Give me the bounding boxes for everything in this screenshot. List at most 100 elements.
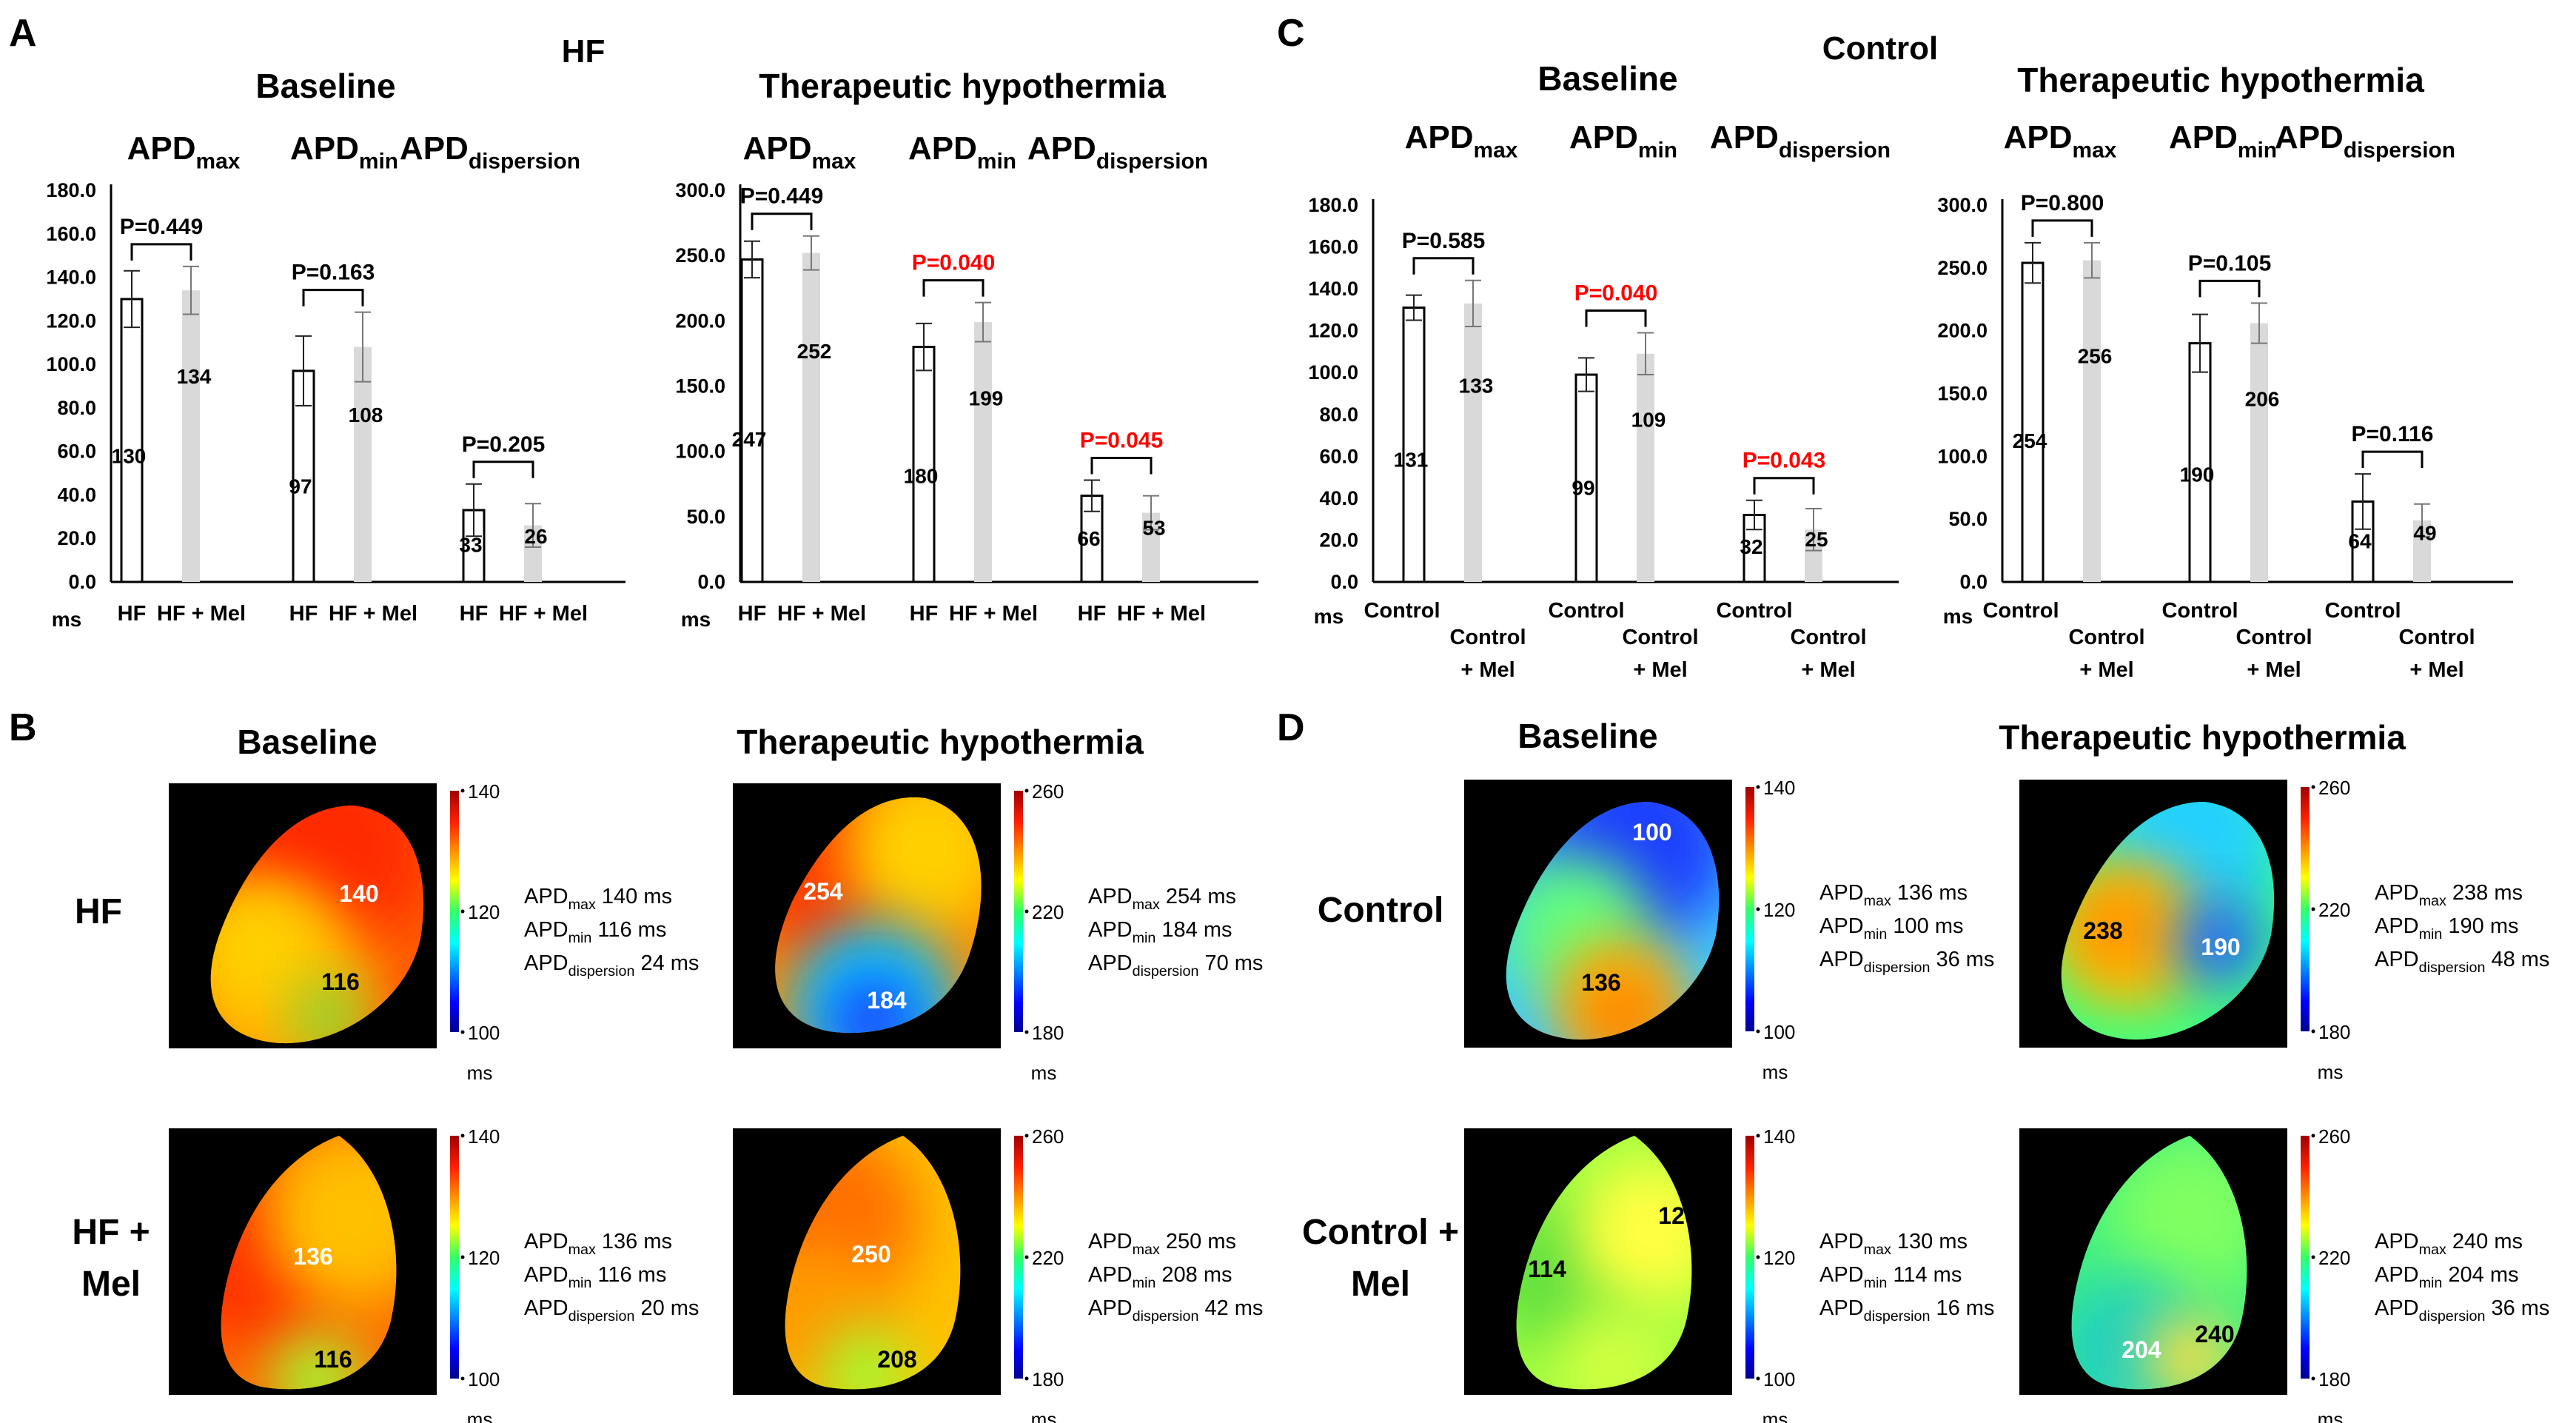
colorbar-tick-label: 260: [1032, 1125, 1064, 1148]
y-tick-label: 40.0: [1319, 487, 1358, 509]
colorbar-unit: ms: [467, 1062, 493, 1084]
map-spot-value: 120: [1658, 1202, 1697, 1229]
x-category-label: HF: [738, 602, 767, 626]
y-tick-label: 50.0: [1948, 508, 1988, 530]
bar-value-label: 130: [112, 445, 147, 468]
bar-value-label: 254: [2013, 429, 2047, 452]
bar-value-label: 33: [459, 533, 482, 556]
metric-subscript: min: [568, 1275, 592, 1291]
y-tick-label: 0.0: [1330, 571, 1358, 593]
map-spot-value: 208: [877, 1346, 916, 1373]
colorbar: [1745, 787, 1754, 1031]
metric-heading-min: APDmin: [908, 130, 1016, 173]
colorbar-tick-label: 180: [1032, 1022, 1064, 1044]
metric-subscript: dispersion: [1096, 149, 1208, 173]
metric-subscript: min: [1864, 926, 1888, 942]
map-stat-value: 48 ms: [2491, 948, 2549, 971]
map-stat-value: 250 ms: [1166, 1230, 1236, 1253]
metric-subscript: min: [977, 149, 1016, 173]
heart-region: [822, 1328, 910, 1390]
metric-base: APD: [2275, 119, 2344, 155]
bar-max-mel: [182, 290, 200, 582]
metric-heading-dispersion: APDdispersion: [1710, 119, 1891, 162]
colorbar: [1014, 791, 1023, 1032]
bar-value-label: 64: [2348, 529, 2372, 552]
colorbar-tick-label: 100: [1763, 1021, 1795, 1043]
map-spot-value: 100: [1632, 819, 1671, 846]
colorbar-tick-label: 120: [468, 901, 500, 923]
bar-max-untreated: [1402, 307, 1426, 583]
map-stat-min: APDmin 184 ms: [1088, 918, 1232, 946]
metric-subscript: max: [1133, 1242, 1160, 1258]
y-tick-label: 40.0: [57, 483, 96, 506]
map-spot-value: 184: [867, 987, 907, 1014]
heart-region: [265, 1136, 397, 1306]
map-stat-value: 136 ms: [602, 1230, 672, 1253]
y-axis-unit: ms: [1943, 605, 1973, 628]
map-stat-max: APDmax 250 ms: [1088, 1230, 1236, 1258]
chart-title: Therapeutic hypothermia: [2017, 61, 2424, 99]
colorbar-tick: [1756, 1029, 1760, 1034]
y-tick-label: 50.0: [686, 506, 725, 528]
p-value-label: P=0.045: [1080, 428, 1164, 452]
metric-subscript: dispersion: [2344, 138, 2455, 162]
bar-dispersion-untreated: [462, 509, 486, 583]
metric-base: APD: [524, 951, 568, 975]
map-stat-min: APDmin 208 ms: [1088, 1263, 1232, 1291]
x-category-label: Control + Mel: [1449, 626, 1526, 682]
map-row-label: Control + Mel: [1302, 1213, 1459, 1304]
bar-max-untreated: [740, 258, 764, 583]
metric-base: APD: [524, 918, 568, 942]
colorbar-tick: [2311, 1255, 2315, 1259]
bar-value-label: 206: [2245, 387, 2280, 410]
chart-title: Therapeutic hypothermia: [759, 67, 1166, 105]
colorbar-tick: [1756, 785, 1760, 789]
map-stat-max: APDmax 238 ms: [2375, 881, 2523, 909]
x-category-label: HF: [460, 602, 489, 626]
metric-base: APD: [1819, 1263, 1864, 1287]
bar-value-label: 108: [349, 404, 383, 426]
colorbar: [2301, 787, 2310, 1031]
metric-subscript: dispersion: [1779, 138, 1891, 162]
x-category-label: Control + Mel: [1790, 626, 1866, 682]
y-tick-label: 150.0: [1937, 383, 1988, 405]
map-spot-value: 238: [2083, 917, 2122, 944]
metric-subscript: max: [196, 149, 241, 173]
y-axis-unit: ms: [1314, 605, 1344, 628]
x-category-label: Control + Mel: [1622, 626, 1698, 682]
map-stat-min: APDmin 114 ms: [1819, 1263, 1962, 1291]
colorbar-tick: [2311, 1134, 2315, 1138]
significance-bracket: [1090, 456, 1153, 475]
colorbar-unit: ms: [467, 1408, 493, 1423]
significance-bracket: [472, 461, 534, 478]
y-tick-label: 180.0: [1308, 194, 1358, 216]
metric-subscript: dispersion: [1133, 1308, 1199, 1325]
colorbar-tick: [460, 909, 465, 914]
metric-subscript: max: [1474, 138, 1518, 162]
bar-value-label: 66: [1077, 527, 1100, 550]
bar-value-label: 252: [797, 340, 832, 363]
map-stat-value: 136 ms: [1897, 881, 1968, 905]
colorbar-tick: [1024, 1030, 1029, 1034]
map-spot-value: 136: [1581, 969, 1620, 996]
metric-base: APD: [524, 1230, 568, 1253]
metric-subscript: max: [1864, 893, 1891, 909]
map-stat-value: 254 ms: [1166, 885, 1236, 908]
bar-value-label: 131: [1394, 448, 1429, 471]
group-label-control: Control: [1822, 30, 1938, 67]
map-stat-value: 240 ms: [2452, 1230, 2523, 1253]
significance-bracket: [1585, 309, 1647, 327]
significance-bracket: [2361, 450, 2424, 469]
colorbar-tick: [2311, 1029, 2315, 1034]
y-tick-label: 140.0: [1308, 278, 1358, 300]
p-value-label: P=0.040: [912, 251, 996, 275]
map-stat-value: 116 ms: [597, 1263, 666, 1287]
y-tick-label: 0.0: [68, 571, 96, 593]
map-stat-max: APDmax 130 ms: [1819, 1230, 1968, 1258]
map-stat-max: APDmax 254 ms: [1088, 885, 1236, 913]
x-category-label: HF: [910, 602, 939, 626]
map-title-d-th: Therapeutic hypothermia: [1999, 718, 2406, 757]
map-spot-value: 116: [321, 968, 360, 995]
